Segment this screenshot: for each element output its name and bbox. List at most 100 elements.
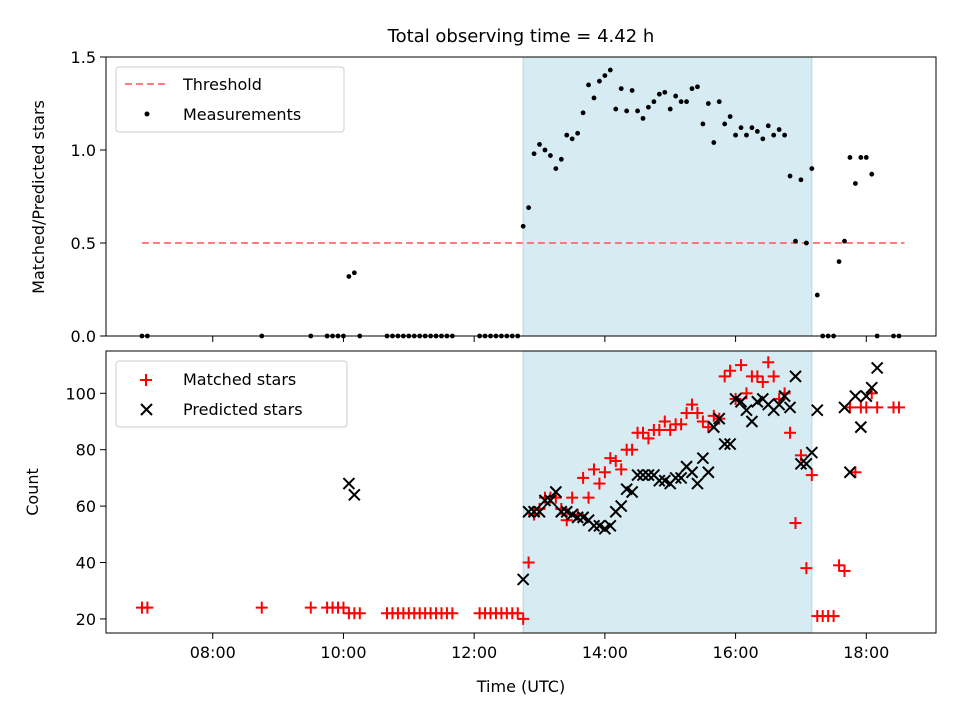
matched-star-point — [604, 452, 617, 465]
bottom-legend: Matched stars Predicted stars — [115, 360, 348, 428]
predicted-star-point — [789, 370, 802, 383]
measurement-point — [575, 130, 581, 136]
matched-star-point — [784, 426, 797, 439]
bottom-y-tick-label: 20 — [76, 610, 96, 629]
predicted-star-point — [811, 404, 824, 417]
matched-star-point — [767, 370, 780, 383]
matched-star-point — [658, 415, 671, 428]
top-observing-window — [522, 56, 813, 337]
bottom-y-axis-label: Count — [23, 468, 42, 516]
predicted-star-point — [538, 494, 552, 507]
top-panel: 0.0 0.5 1.0 1.5 Matched/Predicted stars Thr… — [29, 48, 937, 346]
bottom-axes-frame — [105, 350, 937, 634]
chart-title: Total observing time = 4.42 h — [387, 26, 655, 47]
matched-star-point — [577, 471, 590, 484]
matched-star-point — [871, 401, 884, 414]
measurement-point — [760, 136, 766, 142]
measurement-point — [580, 110, 586, 116]
measurement-point — [858, 155, 864, 160]
top-y-tick-label: 0.0 — [71, 327, 96, 346]
predicted-star-point — [713, 412, 726, 425]
predicted-star-point — [636, 468, 650, 482]
predicted-star-point — [587, 519, 601, 533]
measurement-point — [651, 99, 657, 105]
matched-star-point — [800, 562, 813, 575]
predicted-star-point — [685, 466, 699, 479]
measurement-point — [776, 127, 782, 132]
predicted-star-point — [707, 420, 721, 434]
measurement-point — [749, 125, 755, 131]
measurement-point — [537, 142, 542, 147]
matched-star-point — [718, 370, 731, 383]
measurement-point — [553, 166, 559, 172]
predicted-star-point — [342, 477, 356, 490]
top-y-tick-label: 1.0 — [71, 141, 96, 160]
bottom-legend-box — [115, 360, 348, 428]
predicted-star-point — [522, 505, 535, 518]
predicted-star-point — [604, 519, 617, 533]
predicted-star-point — [625, 485, 639, 499]
measurement-point — [771, 132, 777, 138]
predicted-star-point — [794, 457, 808, 471]
measurement-point — [646, 104, 651, 110]
x-tick-label: 12:00 — [451, 643, 497, 662]
predicted-star-point — [696, 451, 710, 465]
top-y-tick-label: 0.5 — [71, 234, 96, 253]
bottom-y-tick-label: 100 — [65, 384, 96, 403]
threshold-legend-label: Threshold — [182, 75, 262, 94]
bottom-panel: 20 40 60 80 100 08:00 10:00 12:00 14:00 16:00 18:… — [23, 350, 937, 696]
matched-star-point — [827, 610, 840, 623]
measurement-point — [667, 106, 673, 112]
measurement-point — [678, 99, 684, 105]
measurement-point — [695, 84, 700, 90]
predicted-star-point — [838, 401, 851, 414]
bottom-observing-window — [522, 350, 813, 634]
matched-star-point — [517, 612, 530, 625]
predicted-star-point — [870, 361, 884, 375]
measurements-legend-swatch — [144, 111, 150, 117]
measurement-point — [711, 140, 717, 145]
predicted-star-point — [516, 573, 530, 586]
measurement-point — [640, 115, 646, 121]
measurement-point — [656, 91, 662, 97]
predicted-star-point — [669, 471, 682, 485]
predicted-star-point — [549, 485, 563, 499]
measurement-point — [618, 86, 624, 92]
measurement-point — [733, 132, 738, 138]
matched-star-point — [304, 601, 317, 614]
measurement-point — [635, 108, 640, 114]
matched-star-point — [636, 426, 649, 439]
measurement-point — [662, 89, 668, 95]
predicted-star-point — [843, 466, 857, 479]
measurement-point — [624, 108, 630, 114]
predicted-legend-swatch — [140, 403, 153, 416]
measurement-point — [591, 95, 597, 101]
x-tick-label: 18:00 — [843, 643, 889, 662]
measurement-point — [613, 106, 619, 112]
matched-star-point — [566, 491, 579, 504]
x-tick-label: 08:00 — [190, 643, 236, 662]
top-y-tick-label: 1.5 — [71, 48, 96, 67]
measurement-point — [673, 93, 679, 99]
measurement-point — [782, 132, 787, 138]
matched-star-point — [805, 469, 818, 482]
matched-star-point — [522, 556, 535, 569]
predicted-star-point — [740, 404, 753, 417]
matched-star-point — [626, 443, 639, 456]
top-y-axis-label: Matched/Predicted stars — [29, 100, 48, 294]
matched-star-point — [833, 559, 846, 572]
matched-star-point — [680, 407, 693, 420]
measurement-point — [814, 292, 820, 298]
top-axes-frame — [105, 56, 937, 337]
measurement-point — [765, 123, 771, 129]
measurement-point — [629, 88, 635, 93]
predicted-star-point — [783, 401, 797, 414]
measurement-point — [716, 99, 722, 105]
matched-star-point — [337, 601, 350, 614]
top-legend: Threshold Measurements — [115, 66, 345, 133]
predicted-star-point — [527, 505, 541, 518]
measurement-point — [738, 125, 744, 131]
matched-star-point — [609, 454, 622, 467]
predicted-star-point — [860, 389, 873, 403]
